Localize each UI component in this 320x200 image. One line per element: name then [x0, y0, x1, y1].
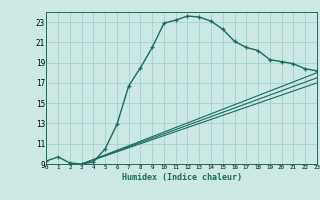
X-axis label: Humidex (Indice chaleur): Humidex (Indice chaleur): [122, 173, 242, 182]
